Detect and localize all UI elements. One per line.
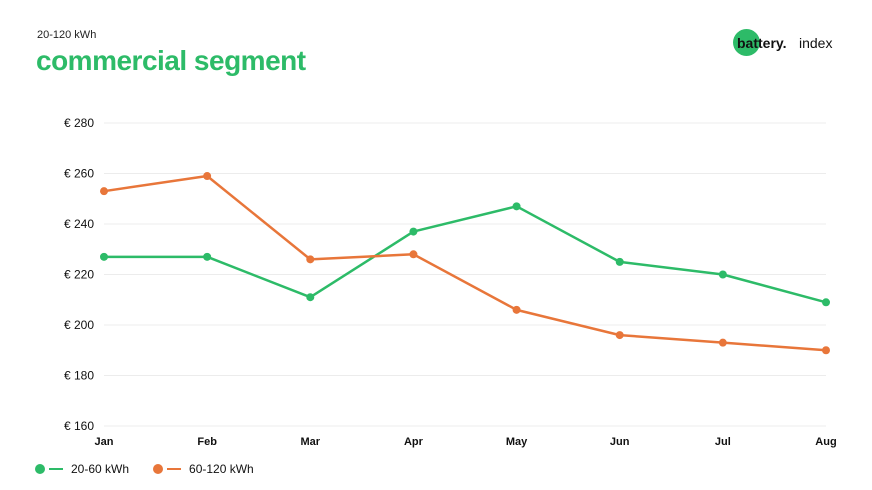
series-line-1 (104, 205, 827, 304)
x-tick-label: Apr (404, 436, 424, 448)
x-tick-label: Jun (610, 436, 630, 448)
data-point-series-2 (203, 172, 212, 181)
logo-text-index: index (799, 35, 833, 51)
legend-label-series-2: 60-120 kWh (189, 462, 254, 476)
data-point-series-2 (615, 331, 624, 340)
legend-line-icon (49, 468, 63, 470)
legend-dot-icon (153, 464, 164, 474)
legend-swatch-series-1 (35, 463, 65, 475)
x-tick-label: May (506, 436, 528, 448)
data-point-series-1 (822, 298, 830, 307)
y-tick-label: € 180 (64, 369, 94, 383)
data-point-series-1 (306, 293, 315, 302)
data-point-series-2 (306, 255, 315, 264)
data-point-series-2 (822, 346, 830, 355)
data-point-series-1 (203, 252, 212, 261)
legend-item-series-2: 60-120 kWh (153, 462, 254, 476)
legend-label-series-1: 20-60 kWh (71, 462, 130, 476)
chart-title: commercial segment (36, 45, 306, 76)
data-point-series-1 (100, 252, 108, 261)
legend-swatch-series-2 (153, 463, 183, 475)
logo-dot-icon (733, 29, 760, 56)
y-tick-label: € 280 (64, 116, 94, 130)
y-tick-label: € 240 (64, 217, 94, 231)
data-point-series-1 (512, 202, 521, 211)
chart-legend: 20-60 kWh 60-120 kWh (35, 462, 254, 476)
y-tick-label: € 160 (64, 419, 94, 433)
data-point-series-2 (100, 187, 108, 196)
x-tick-label: Aug (815, 436, 836, 448)
y-tick-label: € 220 (64, 268, 94, 282)
x-tick-label: Jan (95, 436, 114, 448)
legend-dot-icon (35, 464, 45, 474)
data-point-series-2 (512, 305, 521, 314)
data-point-series-1 (409, 227, 418, 236)
battery-index-logo: battery. index (733, 29, 843, 59)
data-point-series-1 (615, 257, 624, 266)
data-point-series-2 (409, 250, 418, 259)
chart-subtitle: 20-120 kWh (37, 29, 97, 41)
legend-line-icon (167, 468, 182, 470)
data-point-series-1 (718, 270, 727, 279)
legend-item-series-1: 20-60 kWh (35, 462, 129, 476)
series-line-2 (103, 174, 827, 352)
logo-text-battery: battery. (737, 35, 787, 51)
y-tick-label: € 200 (64, 318, 94, 332)
data-point-series-2 (718, 338, 727, 347)
x-tick-label: Jul (715, 436, 731, 448)
x-tick-label: Mar (301, 436, 321, 448)
y-tick-label: € 260 (64, 167, 94, 181)
x-tick-label: Feb (197, 436, 217, 448)
